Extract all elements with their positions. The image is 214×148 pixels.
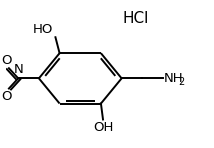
Text: O: O bbox=[1, 54, 12, 67]
Text: 2: 2 bbox=[178, 77, 184, 87]
Text: N: N bbox=[13, 63, 23, 76]
Text: HO: HO bbox=[33, 23, 53, 36]
Text: HCl: HCl bbox=[123, 11, 149, 26]
Text: NH: NH bbox=[164, 72, 184, 85]
Text: OH: OH bbox=[93, 121, 113, 134]
Text: O: O bbox=[1, 90, 12, 103]
